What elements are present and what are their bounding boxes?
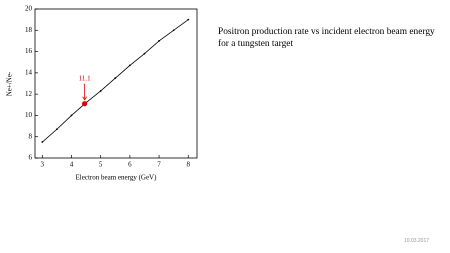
y-tick-label: 12 — [25, 90, 33, 98]
data-point — [70, 114, 73, 117]
y-tick-label: 6 — [29, 154, 33, 162]
y-tick-label: 16 — [25, 47, 33, 55]
data-line — [42, 19, 189, 143]
data-point — [41, 141, 44, 143]
x-tick-label: 3 — [41, 161, 45, 169]
y-tick-label: 14 — [25, 68, 33, 76]
annotation-arrowhead — [82, 96, 87, 101]
slide-date: 10.03.2017 — [404, 238, 430, 244]
y-tick-label: 8 — [29, 132, 33, 140]
x-axis-label: Electron beam energy (GeV) — [76, 174, 158, 182]
data-point — [114, 77, 117, 80]
data-point — [99, 90, 102, 92]
x-tick-label: 8 — [186, 161, 190, 169]
y-tick-label: 18 — [25, 26, 33, 34]
data-point — [187, 18, 190, 21]
data-point — [172, 29, 175, 32]
chart: Electron beam energy (GeV) Ne+/Ne- 6 8 10 1… — [6, 5, 198, 182]
y-tick-label: 10 — [25, 111, 33, 119]
data-point — [158, 40, 160, 42]
data-point — [143, 52, 146, 55]
data-point — [55, 128, 58, 131]
x-tick-label: 6 — [128, 161, 132, 169]
highlight-point — [82, 101, 88, 107]
x-tick-label: 5 — [99, 161, 103, 169]
x-tick-label: 7 — [157, 161, 161, 169]
y-axis-label: Ne+/Ne- — [6, 71, 14, 96]
y-tick-label: 20 — [25, 5, 33, 13]
data-point — [128, 64, 131, 67]
annotation-label: 11.1 — [79, 74, 91, 82]
slide-text: Positron production rate vs incident ele… — [218, 27, 435, 49]
plot-frame — [34, 8, 198, 159]
x-tick-label: 4 — [70, 161, 74, 169]
